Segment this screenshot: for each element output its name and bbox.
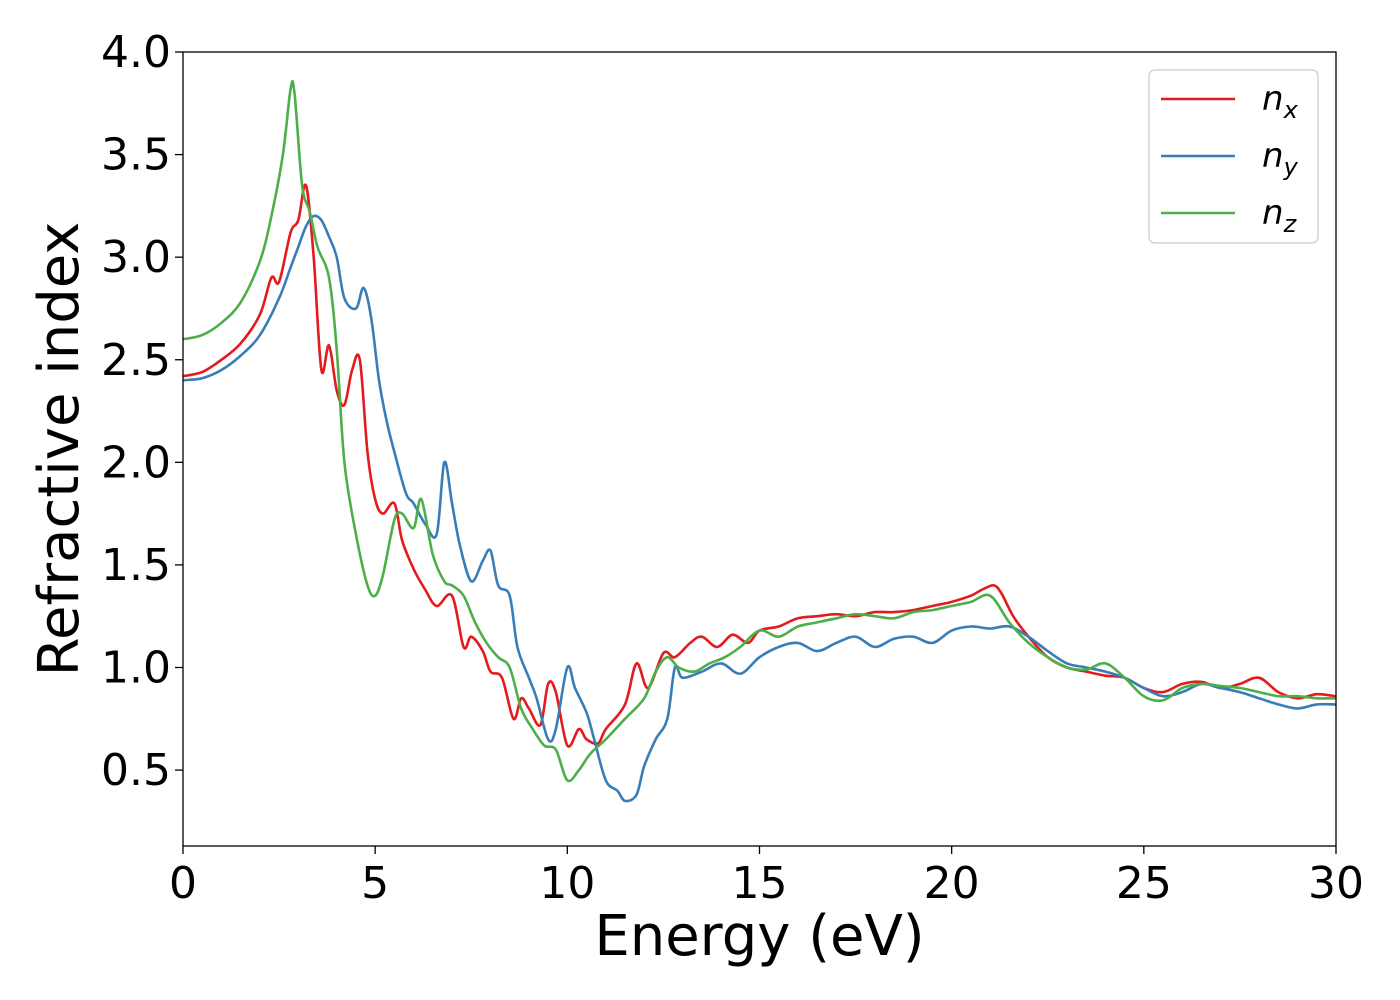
legend-label: nx bbox=[1262, 79, 1299, 124]
legend-label-main: n bbox=[1262, 136, 1284, 176]
x-tick-label: 0 bbox=[169, 858, 197, 909]
legend-label: ny bbox=[1262, 136, 1299, 181]
legend-label-main: n bbox=[1262, 79, 1284, 119]
series-line-n-y bbox=[183, 214, 1336, 803]
x-axis-ticks: 0 5 10 15 20 25 30 bbox=[169, 846, 1364, 909]
series-lines bbox=[183, 79, 1336, 803]
x-tick-label: 20 bbox=[924, 858, 980, 909]
legend-label: nz bbox=[1262, 193, 1298, 238]
series-line-n-x bbox=[183, 183, 1336, 748]
y-tick-label: 0.5 bbox=[101, 745, 171, 796]
y-tick-label: 1.5 bbox=[101, 540, 171, 591]
x-tick-label: 10 bbox=[539, 858, 595, 909]
series-line-n-z bbox=[183, 79, 1336, 783]
y-tick-label: 3.5 bbox=[101, 130, 171, 181]
x-tick-label: 25 bbox=[1116, 858, 1172, 909]
y-tick-label: 3.0 bbox=[101, 232, 171, 283]
y-tick-label: 1.0 bbox=[101, 643, 171, 694]
y-axis-label: Refractive index bbox=[27, 222, 92, 677]
x-tick-label: 5 bbox=[361, 858, 389, 909]
y-tick-label: 2.0 bbox=[101, 437, 171, 488]
x-axis-label: Energy (eV) bbox=[594, 904, 924, 969]
legend-label-main: n bbox=[1262, 193, 1284, 233]
y-tick-label: 4.0 bbox=[101, 27, 171, 78]
legend-label-sub: x bbox=[1283, 96, 1299, 124]
legend-label-sub: y bbox=[1283, 153, 1299, 181]
y-axis-ticks: 0.5 1.0 1.5 2.0 2.5 3.0 3.5 4.0 bbox=[101, 27, 183, 796]
y-tick-label: 2.5 bbox=[101, 335, 171, 386]
legend-label-sub: z bbox=[1283, 210, 1298, 238]
x-tick-label: 15 bbox=[732, 858, 788, 909]
x-tick-label: 30 bbox=[1308, 858, 1364, 909]
